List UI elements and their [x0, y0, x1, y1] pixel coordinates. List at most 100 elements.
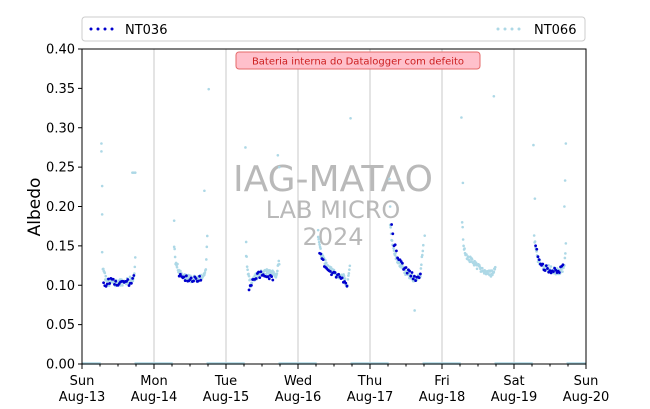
- data-point-nt066: [421, 243, 425, 247]
- data-point-nt066: [102, 267, 105, 271]
- data-point-nt036: [197, 279, 200, 283]
- data-point-nt036: [247, 288, 251, 292]
- data-point-nt066: [103, 271, 107, 275]
- data-point-nt036: [107, 277, 110, 281]
- data-point-nt036: [334, 275, 338, 279]
- x-tick-label-day: Tue: [214, 374, 237, 389]
- data-point-nt036: [321, 258, 325, 262]
- data-point-nt036: [409, 274, 413, 278]
- data-point-nt066: [342, 274, 346, 278]
- data-point-nt036: [410, 271, 414, 274]
- y-tick-label: 0.00: [46, 358, 75, 373]
- data-point-nt066: [390, 239, 394, 242]
- data-point-nt066: [463, 247, 466, 250]
- legend-label-nt066: NT066: [534, 23, 576, 38]
- data-points: [100, 87, 568, 312]
- data-point-nt036: [259, 270, 263, 274]
- data-point-nt066: [121, 284, 124, 287]
- data-point-nt036: [337, 272, 341, 276]
- x-tick-label-date: Aug-14: [131, 390, 178, 405]
- outlier-point-nt066: [203, 189, 206, 193]
- outlier-point-nt066: [100, 250, 104, 254]
- data-point-nt066: [248, 278, 252, 281]
- data-point-nt066: [204, 268, 208, 271]
- outlier-point-nt066: [532, 143, 535, 147]
- data-point-nt066: [325, 261, 328, 265]
- data-point-nt066: [104, 274, 108, 278]
- data-point-nt036: [391, 232, 395, 236]
- data-point-nt036: [194, 277, 198, 280]
- data-point-nt066: [468, 258, 471, 262]
- data-point-nt066: [564, 252, 567, 255]
- x-tick-label-date: Aug-18: [419, 390, 466, 405]
- legend: NT036 NT066: [81, 16, 586, 42]
- data-point-nt036: [199, 278, 203, 282]
- data-point-nt036: [126, 278, 130, 281]
- data-point-nt036: [395, 249, 398, 253]
- data-point-nt066: [133, 256, 137, 259]
- data-point-nt036: [544, 264, 548, 268]
- x-tick-label-day: Wed: [284, 374, 312, 389]
- x-axis: SunAug-13MonAug-14TueAug-15WedAug-16ThuA…: [59, 364, 610, 405]
- watermark-line-3: 2024: [302, 223, 363, 251]
- data-point-nt066: [549, 265, 553, 268]
- data-point-nt066: [420, 263, 423, 266]
- data-point-nt066: [491, 273, 494, 277]
- x-tick-label-day: Mon: [140, 374, 167, 389]
- data-point-nt066: [348, 264, 352, 268]
- data-point-nt066: [131, 279, 135, 283]
- data-point-nt036: [182, 275, 186, 279]
- data-point-nt066: [203, 271, 207, 275]
- data-point-nt066: [563, 256, 567, 260]
- data-point-nt036: [328, 269, 332, 273]
- outlier-point-nt066: [172, 219, 176, 222]
- data-point-nt066: [319, 247, 322, 250]
- data-point-nt066: [467, 255, 470, 259]
- data-point-nt036: [548, 269, 552, 273]
- legend-label-nt036: NT036: [125, 23, 167, 38]
- data-point-nt066: [326, 264, 330, 267]
- data-point-nt066: [460, 221, 464, 224]
- annotation-box: [235, 51, 481, 70]
- data-point-nt066: [128, 275, 132, 279]
- grid-lines: [153, 49, 515, 364]
- legend-box: [81, 16, 586, 42]
- y-tick-label: 0.30: [46, 121, 75, 136]
- data-point-nt066: [317, 240, 321, 244]
- data-point-nt066: [392, 249, 396, 252]
- data-point-nt066: [421, 249, 425, 253]
- x-tick-label-day: Fri: [434, 374, 450, 389]
- data-point-nt036: [250, 283, 253, 287]
- data-point-nt036: [132, 274, 136, 277]
- data-point-nt036: [185, 274, 188, 278]
- data-point-nt066: [561, 270, 564, 273]
- data-point-nt066: [175, 265, 179, 269]
- outlier-point-nt066: [563, 205, 566, 208]
- data-point-nt036: [319, 252, 323, 256]
- data-point-nt036: [198, 274, 202, 278]
- annotation-text: Bateria interna do Datalogger com defeit…: [252, 57, 464, 68]
- outlier-point-nt066: [100, 184, 104, 188]
- data-point-nt036: [108, 282, 112, 285]
- data-point-nt036: [541, 262, 545, 266]
- data-point-nt066: [475, 267, 479, 271]
- data-point-nt066: [492, 270, 496, 274]
- data-point-nt036: [543, 269, 547, 272]
- x-tick-label-date: Aug-20: [563, 390, 610, 405]
- data-point-nt036: [127, 284, 131, 287]
- legend-marker-nt066: [496, 27, 521, 31]
- data-point-nt066: [205, 234, 209, 238]
- data-point-nt036: [266, 275, 270, 278]
- y-tick-label: 0.20: [46, 200, 75, 215]
- data-point-nt066: [421, 253, 424, 257]
- data-point-nt066: [389, 226, 392, 229]
- data-point-nt066: [133, 265, 137, 269]
- data-point-nt066: [276, 269, 279, 273]
- data-point-nt036: [405, 271, 409, 275]
- y-tick-label: 0.10: [46, 279, 75, 294]
- data-point-nt036: [393, 243, 397, 247]
- outlier-point-nt066: [207, 87, 211, 91]
- data-point-nt066: [347, 274, 350, 277]
- data-point-nt036: [404, 266, 408, 269]
